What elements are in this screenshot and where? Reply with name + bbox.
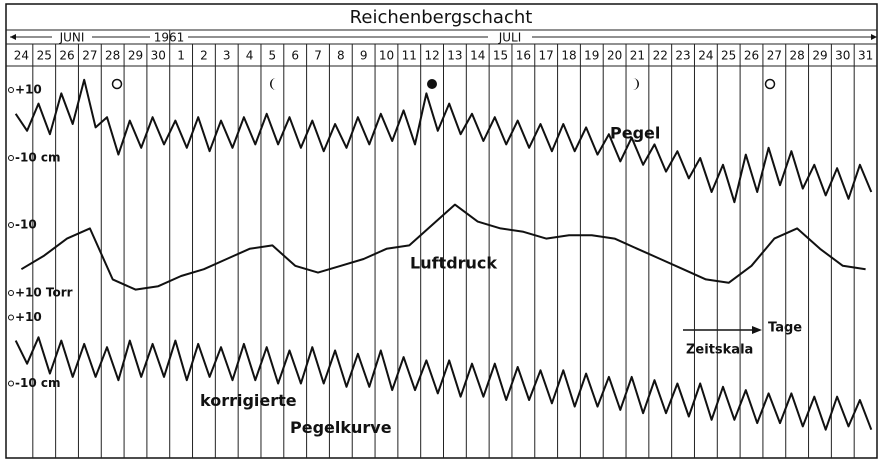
x-tick-label: 12 — [424, 49, 439, 63]
x-tick-label: 11 — [402, 49, 417, 63]
month-label: JUNI — [59, 31, 85, 45]
x-tick-label: 22 — [653, 49, 668, 63]
x-tick-label: 25 — [721, 49, 736, 63]
y-tick — [8, 290, 14, 296]
series-label: Luftdruck — [410, 254, 497, 273]
x-tick-label: 23 — [675, 49, 690, 63]
x-tick-label: 14 — [470, 49, 485, 63]
series-label: korrigierte Pegelkurve — [200, 391, 392, 437]
label-bg — [150, 31, 188, 43]
x-tick-label: 31 — [858, 49, 873, 63]
x-tick-label: 9 — [360, 49, 368, 63]
label-bg — [488, 31, 532, 43]
x-tick-label: 16 — [516, 49, 531, 63]
year-label: 1961 — [154, 31, 185, 45]
arrow-head — [752, 326, 762, 334]
data-line — [14, 78, 873, 204]
x-tick-label: 27 — [82, 49, 97, 63]
x-tick-label: 10 — [379, 49, 394, 63]
y-tick-label: +10 — [15, 83, 42, 97]
x-tick-label: 27 — [767, 49, 782, 63]
y-tick — [8, 222, 14, 228]
time-scale-label: Zeitskala — [686, 343, 753, 358]
y-tick — [8, 314, 14, 321]
x-tick-label: 6 — [291, 49, 299, 63]
x-tick-label: 30 — [151, 49, 166, 63]
x-tick-label: 17 — [539, 49, 554, 63]
x-tick-label: 29 — [128, 49, 143, 63]
x-tick-label: 21 — [630, 49, 645, 63]
x-tick-label: 3 — [223, 49, 231, 63]
y-tick — [8, 380, 14, 387]
series-label-line: korrigierte — [200, 391, 302, 410]
y-tick-label: -10 — [15, 218, 37, 232]
y-tick-label: -10 cm — [15, 376, 60, 390]
x-tick-label: 29 — [812, 49, 827, 63]
label-bg — [52, 31, 92, 43]
frame — [5, 3, 878, 459]
x-tick-label: 15 — [493, 49, 508, 63]
y-tick — [8, 87, 14, 93]
x-tick-label: 30 — [835, 49, 850, 63]
last-quarter — [633, 78, 639, 90]
series-label-line: Pegelkurve — [290, 418, 392, 437]
series-label: Pegel — [610, 124, 660, 143]
month-label: JULI — [498, 31, 522, 45]
y-tick — [8, 155, 14, 161]
x-tick-label: 24 — [698, 49, 713, 63]
data-line — [14, 336, 873, 431]
x-tick-label: 24 — [14, 49, 29, 63]
x-tick-label: 1 — [177, 49, 185, 63]
x-tick-label: 8 — [337, 49, 345, 63]
time-unit: Tage — [768, 321, 802, 336]
x-tick-label: 26 — [744, 49, 759, 63]
x-tick-label: 28 — [105, 49, 120, 63]
x-tick-label: 18 — [561, 49, 576, 63]
x-tick-label: 5 — [269, 49, 277, 63]
x-tick-label: 19 — [584, 49, 599, 63]
x-tick-label: 26 — [59, 49, 74, 63]
x-tick-label: 7 — [314, 49, 322, 63]
chart-title: Reichenbergschacht — [350, 7, 533, 28]
full-moon — [764, 78, 776, 90]
y-tick-label: +10 — [15, 310, 42, 324]
x-tick-label: 2 — [200, 49, 208, 63]
y-tick-label: +10 Torr — [15, 286, 73, 300]
x-tick-label: 4 — [246, 49, 254, 63]
x-tick-label: 28 — [790, 49, 805, 63]
full-moon — [111, 78, 123, 90]
data-line — [20, 203, 866, 291]
new-moon — [427, 79, 437, 89]
y-tick-label: -10 cm — [15, 151, 60, 165]
x-tick-label: 20 — [607, 49, 622, 63]
first-quarter — [270, 78, 276, 90]
x-tick-label: 13 — [447, 49, 462, 63]
x-tick-label: 25 — [37, 49, 52, 63]
